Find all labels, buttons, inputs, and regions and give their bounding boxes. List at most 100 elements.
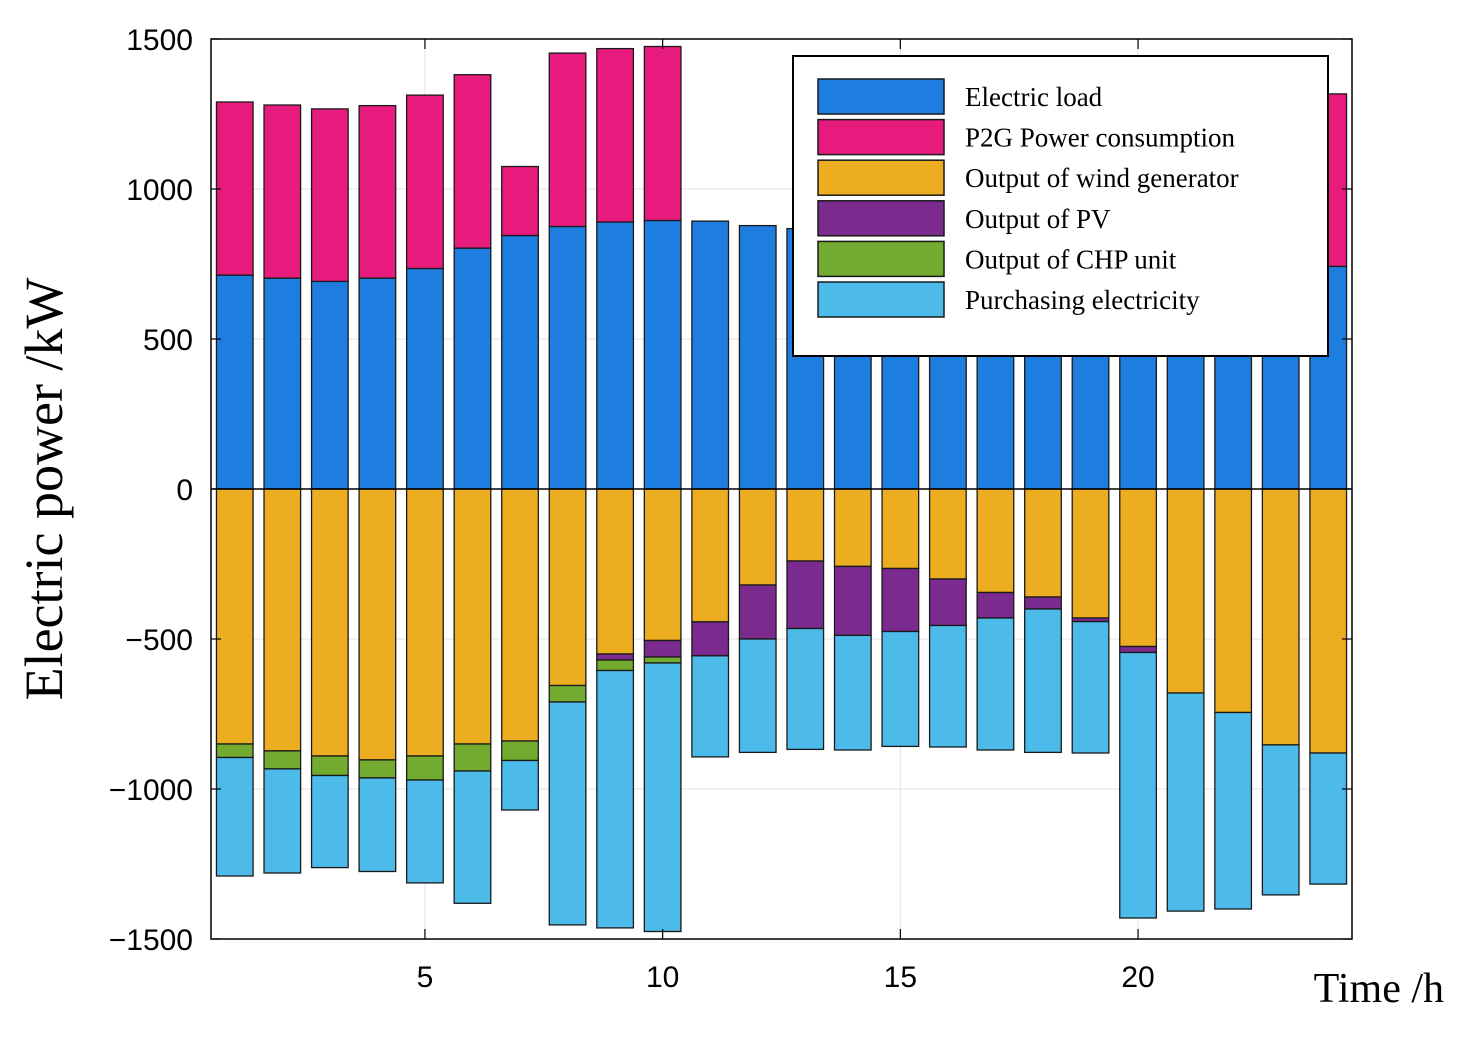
- bar-output-of-wind-generator-10: [643, 488, 682, 642]
- legend-swatch-p2g-power-consumption: [817, 118, 945, 156]
- bar-output-of-wind-generator-6: [453, 488, 492, 745]
- bar-output-of-chp-unit-8: [548, 684, 587, 703]
- y-axis-title: Electric power /kW: [14, 278, 74, 701]
- bar-output-of-wind-generator-24: [1309, 488, 1348, 754]
- bar-output-of-pv-12: [738, 584, 777, 640]
- bar-output-of-pv-18: [1024, 596, 1062, 610]
- bar-output-of-wind-generator-12: [738, 488, 777, 586]
- bar-output-of-wind-generator-1: [215, 488, 254, 745]
- bar-p2g-power-consumption-2: [263, 104, 302, 279]
- bar-purchasing-electricity-7: [501, 759, 539, 811]
- bar-output-of-chp-unit-4: [358, 759, 397, 779]
- bar-output-of-wind-generator-3: [310, 488, 349, 757]
- bar-output-of-chp-unit-7: [501, 740, 539, 762]
- bar-output-of-wind-generator-21: [1166, 488, 1205, 694]
- y-tick-label: 500: [143, 324, 193, 357]
- bar-purchasing-electricity-21: [1166, 692, 1205, 912]
- bar-purchasing-electricity-8: [548, 701, 587, 926]
- bar-output-of-wind-generator-5: [405, 488, 444, 757]
- bar-electric-load-2: [263, 277, 302, 490]
- x-axis-title: Time /h: [1314, 966, 1444, 1012]
- bar-output-of-pv-11: [691, 621, 730, 657]
- bar-output-of-wind-generator-19: [1071, 488, 1110, 619]
- bar-output-of-wind-generator-14: [833, 488, 872, 568]
- bar-purchasing-electricity-19: [1071, 620, 1110, 754]
- bar-output-of-wind-generator-11: [691, 488, 730, 623]
- y-tick-label: −500: [125, 624, 193, 657]
- bar-output-of-wind-generator-13: [786, 488, 825, 562]
- bar-p2g-power-consumption-6: [453, 74, 492, 249]
- bar-p2g-power-consumption-10: [643, 45, 682, 222]
- bar-output-of-wind-generator-18: [1024, 488, 1062, 598]
- bar-output-of-pv-16: [928, 578, 967, 627]
- bar-purchasing-electricity-4: [358, 777, 397, 873]
- bar-purchasing-electricity-3: [310, 774, 349, 869]
- bar-output-of-chp-unit-2: [263, 750, 302, 770]
- bar-electric-load-6: [453, 247, 492, 490]
- legend: Electric load P2G Power consumption Output…: [792, 55, 1329, 357]
- bar-output-of-wind-generator-2: [263, 488, 302, 752]
- bar-output-of-pv-17: [976, 591, 1015, 619]
- legend-label-p2g-power-consumption: P2G Power consumption: [965, 123, 1236, 153]
- legend-swatch-purchasing-electricity: [817, 281, 945, 318]
- y-tick-label: 1000: [126, 174, 193, 207]
- bar-electric-load-9: [596, 221, 635, 490]
- x-tick-label: 20: [1121, 961, 1154, 994]
- bar-purchasing-electricity-15: [881, 630, 920, 748]
- legend-label-electric-load: Electric load: [965, 82, 1103, 112]
- bar-p2g-power-consumption-1: [215, 101, 254, 276]
- bar-p2g-power-consumption-9: [596, 47, 635, 223]
- bar-purchasing-electricity-1: [215, 756, 254, 877]
- y-tick-label: 1500: [126, 24, 193, 57]
- legend-label-purchasing-electricity: Purchasing electricity: [965, 285, 1200, 315]
- bar-purchasing-electricity-18: [1024, 608, 1062, 754]
- bar-electric-load-7: [501, 234, 539, 490]
- bar-output-of-pv-15: [881, 567, 920, 633]
- bar-output-of-wind-generator-20: [1119, 488, 1158, 648]
- bar-output-of-wind-generator-9: [596, 488, 635, 655]
- bar-purchasing-electricity-17: [976, 617, 1015, 751]
- bar-purchasing-electricity-5: [405, 779, 444, 884]
- bar-output-of-wind-generator-17: [976, 488, 1015, 594]
- bar-p2g-power-consumption-3: [310, 108, 349, 283]
- bar-output-of-pv-20: [1119, 645, 1158, 654]
- bar-output-of-wind-generator-22: [1214, 488, 1253, 714]
- bar-purchasing-electricity-23: [1261, 744, 1300, 896]
- bar-purchasing-electricity-11: [691, 655, 730, 758]
- bar-output-of-chp-unit-1: [215, 743, 254, 759]
- legend-swatch-electric-load: [817, 78, 945, 115]
- bar-electric-load-5: [405, 267, 444, 490]
- bar-p2g-power-consumption-7: [501, 165, 539, 237]
- bar-p2g-power-consumption-8: [548, 52, 587, 228]
- bar-electric-load-12: [738, 224, 777, 490]
- bar-purchasing-electricity-12: [738, 638, 777, 754]
- bar-output-of-chp-unit-10: [643, 656, 682, 664]
- bar-purchasing-electricity-6: [453, 770, 492, 904]
- bar-purchasing-electricity-10: [643, 662, 682, 933]
- bar-purchasing-electricity-20: [1119, 651, 1158, 919]
- bar-electric-load-1: [215, 274, 254, 490]
- y-tick-label: −1500: [109, 924, 193, 957]
- bar-purchasing-electricity-9: [596, 669, 635, 929]
- bar-purchasing-electricity-24: [1309, 752, 1348, 885]
- bar-p2g-power-consumption-5: [405, 94, 444, 270]
- bar-output-of-pv-14: [833, 565, 872, 637]
- bar-output-of-wind-generator-7: [501, 488, 539, 742]
- bar-output-of-wind-generator-16: [928, 488, 967, 580]
- bar-output-of-chp-unit-5: [405, 755, 444, 781]
- bar-output-of-chp-unit-6: [453, 743, 492, 772]
- bar-output-of-wind-generator-8: [548, 488, 587, 687]
- bar-output-of-wind-generator-23: [1261, 488, 1300, 746]
- legend-label-output-of-chp-unit: Output of CHP unit: [965, 244, 1177, 274]
- bar-purchasing-electricity-14: [833, 634, 872, 751]
- bar-electric-load-11: [691, 220, 730, 490]
- bar-electric-load-3: [310, 280, 349, 490]
- bar-purchasing-electricity-2: [263, 768, 302, 874]
- legend-swatch-output-of-pv: [817, 200, 945, 237]
- bar-output-of-chp-unit-9: [596, 659, 635, 672]
- x-tick-label: 5: [417, 961, 434, 994]
- bar-output-of-wind-generator-15: [881, 488, 920, 570]
- bar-purchasing-electricity-16: [928, 624, 967, 748]
- legend-label-output-of-wind-generator: Output of wind generator: [965, 163, 1239, 193]
